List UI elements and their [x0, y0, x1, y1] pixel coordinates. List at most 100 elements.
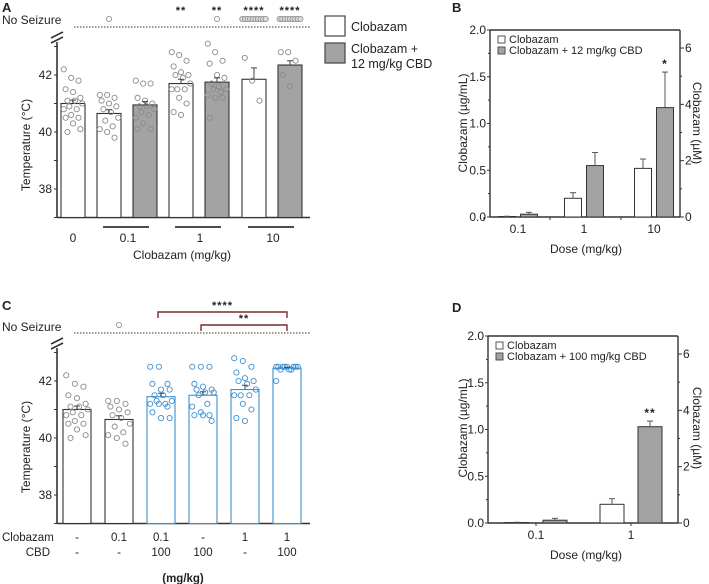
panel-a-data-point — [96, 126, 103, 133]
panel-c-bar — [272, 367, 302, 525]
panel-a-data-point — [109, 123, 116, 130]
panel-a-bar — [168, 83, 194, 219]
panel-a-data-point — [100, 106, 107, 113]
panel-c-cbd-dose: - — [243, 547, 247, 559]
panel-c-data-point — [105, 432, 112, 439]
panel-a-data-point — [172, 71, 179, 79]
panel-b-x-tick-label: 1 — [581, 222, 588, 236]
panel-a-data-point — [176, 52, 183, 59]
panel-c-cbd-dose: - — [117, 547, 121, 559]
panel-a-significance: ** — [212, 5, 223, 17]
panel-a-data-point — [256, 97, 263, 104]
panel-c-data-point — [197, 363, 204, 370]
panel-b-bar — [586, 165, 604, 218]
panel-c-data-point — [199, 383, 207, 390]
panel-a-data-point — [206, 60, 213, 67]
panel-c-data-point — [67, 434, 74, 442]
panel-a-bar — [277, 64, 303, 219]
panel-a-data-point — [60, 106, 67, 113]
panel-c-data-point — [69, 409, 76, 416]
panel-c-data-point — [124, 409, 131, 416]
panel-a-data-point — [286, 83, 294, 90]
panel-c-bar — [188, 394, 218, 525]
panel-a-y-tick-label: 38 — [39, 182, 53, 196]
panel-a-data-point — [151, 106, 158, 113]
panel-c-data-point — [206, 412, 213, 419]
panel-c-data-point — [273, 363, 280, 370]
panel-c-data-point — [71, 380, 78, 387]
panel-c-data-point — [241, 375, 249, 382]
panel-a-data-point — [69, 89, 77, 96]
panel-b-x-tick-label: 10 — [647, 222, 661, 236]
panel-c-data-point — [147, 400, 154, 407]
panel-b-xlabel: Dose (mg/kg) — [550, 242, 622, 256]
panel-d-y-right-tick-label: 6 — [683, 347, 690, 361]
panel-a-data-point — [105, 100, 113, 107]
panel-c-data-point — [248, 363, 255, 370]
panel-b-y-tick-label: 0.0 — [469, 210, 486, 224]
panel-c-data-point — [63, 412, 70, 419]
panel-b-y-right-tick-label: 6 — [685, 41, 692, 55]
legend-a-swatch-combo — [324, 42, 346, 64]
panel-d-y-tick-label: 2.0 — [467, 329, 484, 343]
panel-c-data-point — [210, 389, 217, 396]
panel-c-data-point — [252, 386, 259, 393]
panel-c-clobazam-dose: - — [75, 532, 79, 544]
panel-a-data-point — [68, 111, 75, 118]
panel-a-data-point — [221, 74, 228, 81]
panel-a-data-point — [177, 111, 185, 118]
panel-c-cbd-dose: 100 — [151, 547, 170, 559]
panel-d-ylabel-right: Clobazam (µM) — [690, 387, 704, 469]
panel-a-bar — [204, 81, 230, 219]
panel-b-y-tick-label: 1.0 — [469, 117, 486, 131]
legend-b-label-combo: Clobazam + 12 mg/kg CBD — [509, 45, 643, 57]
panel-c-data-point — [164, 380, 171, 387]
panel-c-row-label-clobazam: Clobazam — [2, 532, 54, 544]
panel-a-data-point — [170, 109, 177, 116]
panel-d-y-right-tick-label: 4 — [683, 403, 690, 417]
panel-c-data-point — [279, 363, 286, 370]
legend-d-label-combo: Clobazam + 100 mg/kg CBD — [507, 351, 647, 363]
panel-c-data-point — [239, 400, 246, 407]
panel-a-data-point — [134, 94, 141, 101]
panel-c-data-point — [73, 395, 81, 402]
panel-a-data-point — [241, 54, 248, 61]
panel-a-data-point — [168, 86, 175, 93]
panel-a-data-point — [69, 120, 77, 127]
panel-c-data-point — [195, 392, 202, 399]
panel-d-x-tick-label: 0.1 — [528, 528, 545, 542]
panel-c-label: C — [2, 298, 12, 313]
panel-c-data-point — [122, 400, 129, 407]
panel-c-data-point — [67, 403, 74, 410]
panel-c-data-point — [113, 434, 120, 442]
panel-a-group-label: 0 — [70, 231, 77, 245]
panel-a-data-point — [132, 114, 139, 121]
panel-c-data-point — [189, 403, 196, 410]
panel-d-y-tick-label: 1.5 — [467, 376, 484, 390]
panel-c-significance-bracket — [157, 311, 288, 318]
panel-c-data-point — [168, 397, 175, 405]
panel-c-no-seizure-label: No Seizure — [2, 320, 62, 334]
panel-c-axis-break — [50, 342, 64, 350]
panel-a-data-point — [223, 86, 230, 93]
panel-a-data-point — [75, 77, 82, 84]
panel-c-data-point — [208, 417, 215, 424]
panel-c-no-seizure-point — [116, 321, 123, 328]
panel-d-xlabel: Dose (mg/kg) — [550, 548, 622, 562]
panel-a-data-point — [181, 86, 188, 93]
panel-a-data-point — [185, 71, 192, 79]
panel-a-data-point — [66, 103, 73, 110]
panel-c-ylabel: Temperature (°C) — [19, 401, 33, 493]
panel-a-no-seizure-point — [297, 15, 304, 22]
panel-a-xlabel: Clobazam (mg/kg) — [133, 248, 231, 262]
legend-b-swatch-clobazam — [497, 35, 506, 44]
panel-a-no-seizure-point — [262, 15, 269, 22]
panel-c-data-point — [126, 420, 133, 427]
panel-c-data-point — [193, 386, 200, 393]
panel-a-data-point — [179, 74, 186, 81]
panel-c-data-point — [239, 357, 246, 365]
panel-c-data-point — [199, 412, 207, 419]
panel-b-y-right-tick-label: 0 — [685, 210, 692, 224]
panel-c-data-point — [122, 440, 129, 447]
panel-c-data-point — [292, 363, 299, 370]
